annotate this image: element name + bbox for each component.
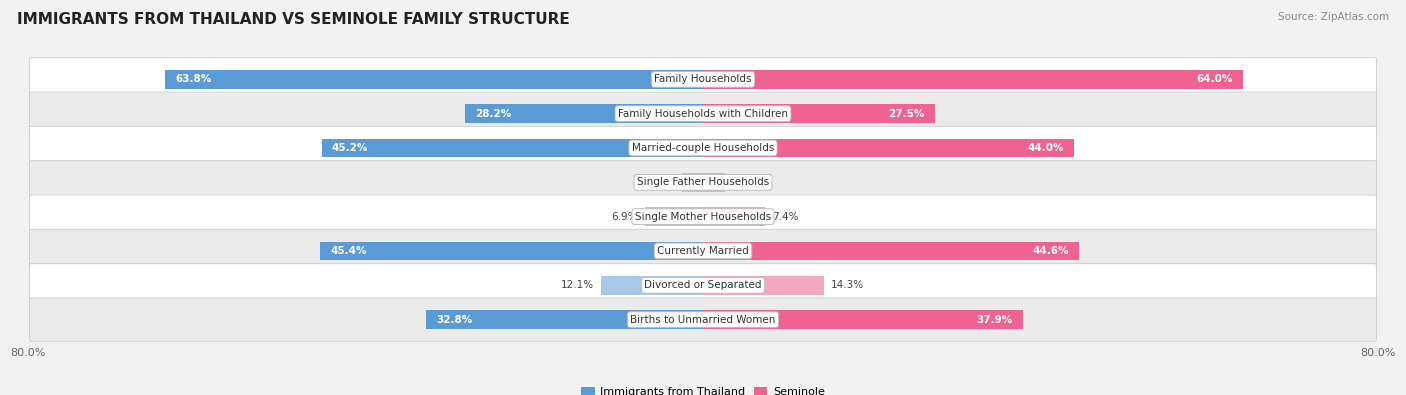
Text: 27.5%: 27.5% [889,109,925,118]
Text: Single Father Households: Single Father Households [637,177,769,187]
Legend: Immigrants from Thailand, Seminole: Immigrants from Thailand, Seminole [576,382,830,395]
Text: Family Households: Family Households [654,74,752,84]
Text: Births to Unmarried Women: Births to Unmarried Women [630,315,776,325]
Bar [703,70,1243,89]
Text: 45.2%: 45.2% [332,143,368,153]
Text: Divorced or Separated: Divorced or Separated [644,280,762,290]
Text: Married-couple Households: Married-couple Households [631,143,775,153]
Bar [465,104,703,123]
Text: 32.8%: 32.8% [436,315,472,325]
Bar [600,276,703,295]
Text: 44.0%: 44.0% [1028,143,1064,153]
Text: Currently Married: Currently Married [657,246,749,256]
Text: 45.4%: 45.4% [330,246,367,256]
Bar [321,241,703,260]
Bar [165,70,703,89]
Bar [703,104,935,123]
Bar [322,139,703,158]
FancyBboxPatch shape [30,195,1376,238]
Text: 44.6%: 44.6% [1032,246,1069,256]
Text: Source: ZipAtlas.com: Source: ZipAtlas.com [1278,12,1389,22]
Text: 63.8%: 63.8% [174,74,211,84]
FancyBboxPatch shape [30,92,1376,135]
Bar [426,310,703,329]
Bar [703,241,1080,260]
Text: Family Households with Children: Family Households with Children [619,109,787,118]
Text: 2.6%: 2.6% [731,177,758,187]
FancyBboxPatch shape [30,161,1376,204]
FancyBboxPatch shape [30,229,1376,273]
FancyBboxPatch shape [30,264,1376,307]
Text: IMMIGRANTS FROM THAILAND VS SEMINOLE FAMILY STRUCTURE: IMMIGRANTS FROM THAILAND VS SEMINOLE FAM… [17,12,569,27]
FancyBboxPatch shape [30,58,1376,101]
Bar [703,139,1074,158]
Bar [703,207,765,226]
Bar [703,310,1022,329]
Text: 12.1%: 12.1% [561,280,595,290]
Text: 6.9%: 6.9% [612,212,638,222]
Bar [645,207,703,226]
Text: 7.4%: 7.4% [772,212,799,222]
FancyBboxPatch shape [30,298,1376,341]
Text: 28.2%: 28.2% [475,109,512,118]
Text: Single Mother Households: Single Mother Households [636,212,770,222]
Bar [703,173,725,192]
Text: 64.0%: 64.0% [1197,74,1233,84]
Bar [682,173,703,192]
Text: 37.9%: 37.9% [976,315,1012,325]
FancyBboxPatch shape [30,126,1376,169]
Bar [703,276,824,295]
Text: 2.5%: 2.5% [648,177,675,187]
Text: 14.3%: 14.3% [831,280,863,290]
